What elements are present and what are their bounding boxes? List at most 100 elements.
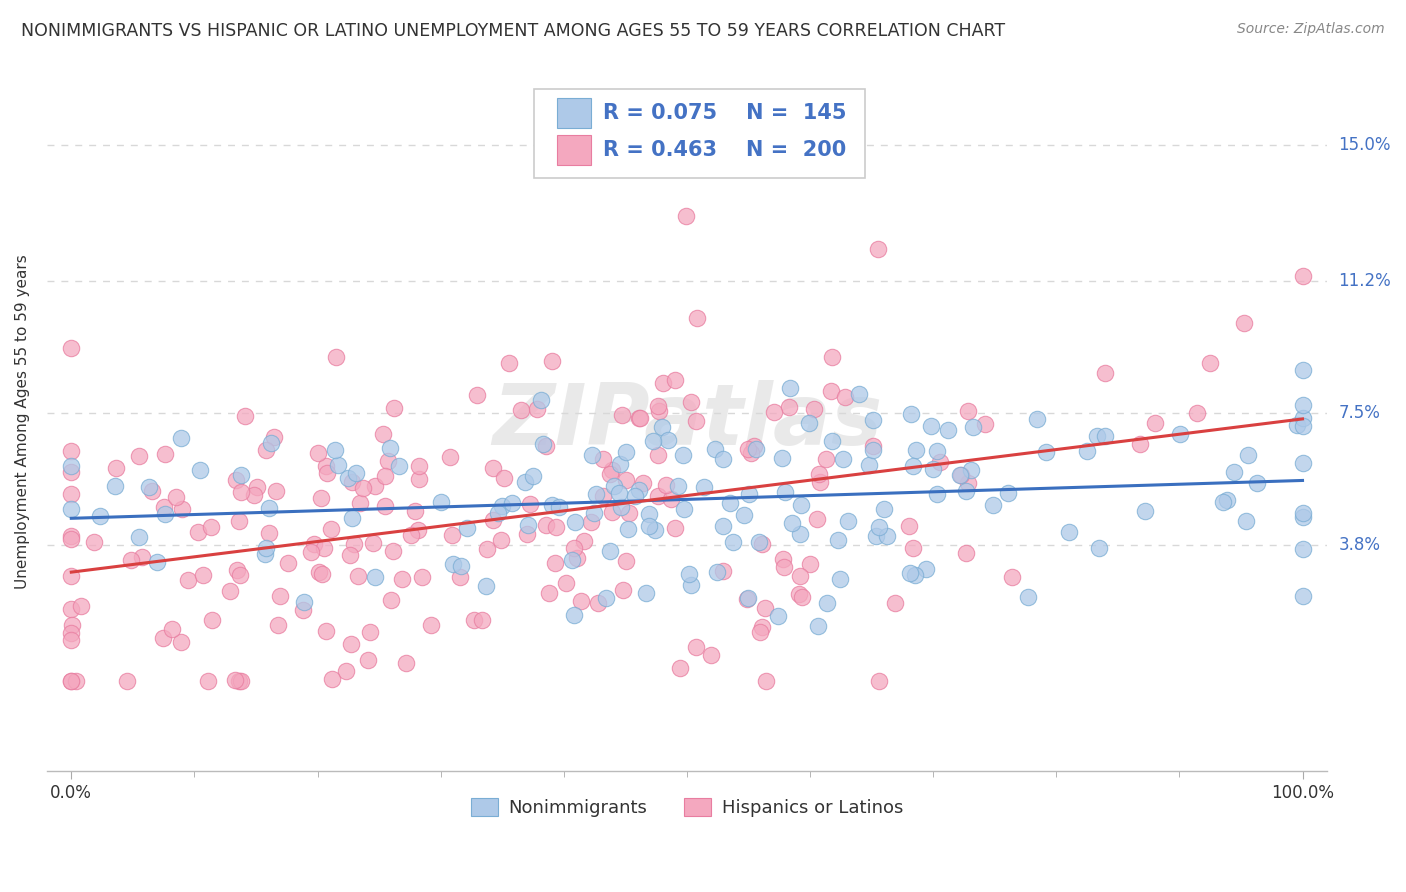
Point: [579, 516, 602, 530]
Point: [1026, 411, 1049, 425]
Point: [664, 373, 686, 387]
Point: [364, 569, 387, 583]
Point: [229, 674, 252, 689]
Point: [868, 520, 890, 534]
Point: [292, 595, 315, 609]
Point: [544, 520, 567, 534]
Text: R = 0.463    N =  200: R = 0.463 N = 200: [603, 140, 846, 160]
Point: [60, 465, 83, 479]
Point: [612, 409, 634, 423]
Point: [686, 310, 709, 325]
Point: [685, 640, 707, 654]
Y-axis label: Unemployment Among Ages 55 to 59 years: Unemployment Among Ages 55 to 59 years: [15, 254, 30, 590]
Point: [706, 566, 728, 580]
Point: [491, 499, 513, 513]
Point: [637, 519, 659, 533]
Point: [471, 613, 494, 627]
Point: [949, 467, 972, 482]
Point: [138, 480, 160, 494]
Point: [531, 437, 554, 451]
Point: [1291, 363, 1313, 377]
Point: [600, 505, 623, 519]
Point: [607, 486, 630, 500]
Point: [586, 596, 609, 610]
Point: [772, 552, 794, 566]
Point: [501, 496, 523, 510]
Point: [555, 575, 578, 590]
Point: [711, 564, 734, 578]
Point: [834, 390, 856, 404]
Point: [491, 533, 513, 548]
Point: [905, 442, 928, 457]
Point: [177, 573, 200, 587]
Point: [538, 586, 561, 600]
Point: [391, 572, 413, 586]
Point: [229, 568, 252, 582]
Point: [778, 400, 800, 414]
Point: [789, 527, 811, 541]
Point: [808, 475, 831, 489]
Point: [60, 674, 83, 689]
Point: [408, 458, 430, 473]
Point: [60, 341, 83, 355]
Point: [510, 403, 533, 417]
Point: [647, 448, 669, 462]
Point: [564, 515, 586, 529]
Text: 11.2%: 11.2%: [1339, 271, 1391, 290]
Point: [623, 489, 645, 503]
Point: [1057, 525, 1080, 540]
Point: [60, 626, 83, 640]
Point: [128, 449, 150, 463]
Legend: Nonimmigrants, Hispanics or Latinos: Nonimmigrants, Hispanics or Latinos: [464, 790, 910, 824]
Point: [1076, 444, 1098, 458]
Point: [340, 638, 363, 652]
Point: [319, 523, 342, 537]
Text: NONIMMIGRANTS VS HISPANIC OR LATINO UNEMPLOYMENT AMONG AGES 55 TO 59 YEARS CORRE: NONIMMIGRANTS VS HISPANIC OR LATINO UNEM…: [21, 22, 1005, 40]
Point: [492, 470, 515, 484]
Point: [117, 674, 139, 689]
Point: [311, 567, 333, 582]
Point: [803, 402, 825, 417]
Point: [960, 463, 983, 477]
Point: [755, 674, 778, 689]
Point: [678, 567, 700, 582]
Point: [644, 523, 666, 537]
Point: [898, 566, 921, 580]
Point: [799, 417, 821, 431]
Point: [441, 557, 464, 571]
Point: [321, 673, 343, 687]
Point: [323, 442, 346, 457]
Point: [544, 556, 567, 570]
Point: [997, 485, 1019, 500]
Point: [187, 524, 209, 539]
Text: 7.5%: 7.5%: [1339, 404, 1381, 422]
Point: [673, 502, 696, 516]
Point: [928, 455, 950, 469]
Point: [789, 498, 811, 512]
Point: [574, 534, 596, 549]
Point: [628, 411, 651, 425]
Point: [349, 496, 371, 510]
Point: [609, 457, 631, 471]
Point: [815, 596, 838, 610]
Point: [399, 528, 422, 542]
Point: [700, 648, 723, 662]
Point: [1212, 495, 1234, 509]
Point: [60, 532, 83, 546]
Point: [60, 674, 83, 689]
Point: [225, 473, 247, 487]
Point: [1085, 429, 1108, 443]
Point: [60, 487, 83, 501]
Point: [408, 472, 430, 486]
Point: [475, 542, 498, 557]
Point: [567, 550, 589, 565]
Point: [666, 479, 689, 493]
Point: [309, 491, 332, 506]
Point: [828, 573, 851, 587]
Point: [89, 509, 111, 524]
Point: [517, 518, 540, 533]
Point: [340, 475, 363, 489]
Point: [733, 508, 755, 522]
Point: [153, 507, 176, 521]
Point: [599, 467, 621, 482]
